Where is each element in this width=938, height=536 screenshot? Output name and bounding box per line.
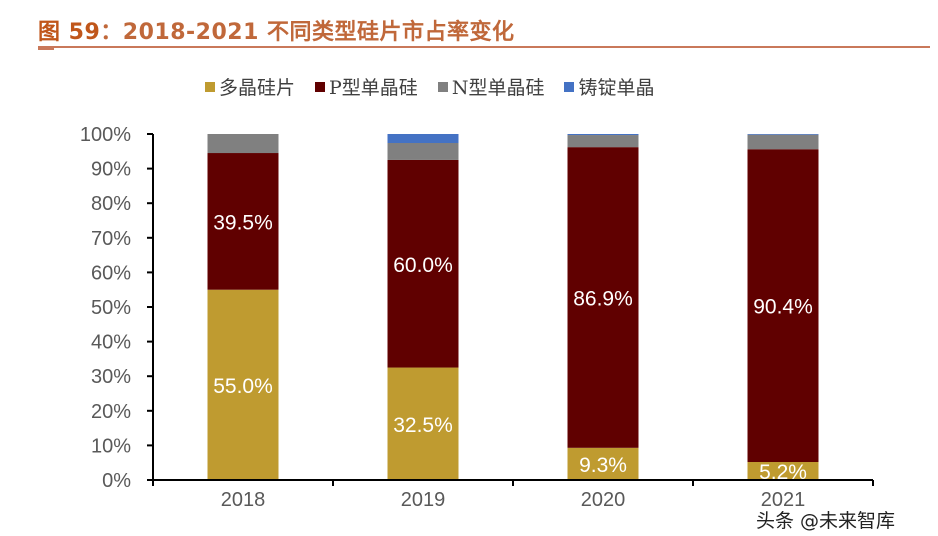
legend-swatch xyxy=(315,81,326,92)
data-label: 32.5% xyxy=(393,414,453,437)
bar-segment xyxy=(207,153,279,290)
legend-label: P型单晶硅 xyxy=(329,77,418,99)
y-tick-label: 40% xyxy=(91,332,131,354)
bar-segment xyxy=(387,367,459,480)
figure-title-text: ：2018-2021 不同类型硅片市占率变化 xyxy=(100,20,515,45)
legend-label: N型单晶硅 xyxy=(451,77,545,99)
data-label: 90.4% xyxy=(753,296,813,319)
data-label: 9.3% xyxy=(579,454,627,477)
x-tick-label: 2019 xyxy=(401,489,446,511)
y-tick-label: 20% xyxy=(91,401,131,423)
bar-segment xyxy=(387,134,459,143)
chart-legend: 多晶硅片 P型单晶硅 N型单晶硅 铸锭单晶 xyxy=(205,73,654,100)
y-tick-label: 10% xyxy=(91,435,131,457)
data-label: 86.9% xyxy=(573,287,633,310)
legend-item: P型单晶硅 xyxy=(315,73,418,100)
y-tick-label: 50% xyxy=(91,297,131,319)
data-label: 39.5% xyxy=(213,211,273,234)
legend-item: 多晶硅片 xyxy=(205,73,295,100)
bar-segment xyxy=(387,159,459,368)
data-label: 55.0% xyxy=(213,375,273,398)
y-tick-label: 100% xyxy=(80,124,131,146)
figure-number: 图 59 xyxy=(38,20,101,45)
x-tick-label: 2020 xyxy=(581,489,626,511)
bar-segment xyxy=(387,142,459,160)
bar-segment xyxy=(567,134,639,136)
data-label: 5.2% xyxy=(759,461,807,484)
legend-swatch xyxy=(205,81,215,92)
bar-segment xyxy=(747,149,819,463)
legend-label: 铸锭单晶 xyxy=(578,77,655,99)
y-tick-label: 0% xyxy=(102,470,131,492)
bar-segment xyxy=(747,134,819,135)
bar-segment xyxy=(567,147,639,448)
bar-segment xyxy=(207,134,279,154)
y-tick-label: 80% xyxy=(91,193,131,215)
x-tick-label: 2021 xyxy=(761,489,806,511)
watermark: 头条 @未来智库 xyxy=(756,510,896,532)
bar-segment xyxy=(207,289,279,480)
bar-segment xyxy=(747,462,819,480)
legend-item: N型单晶硅 xyxy=(437,73,545,100)
legend-label: 多晶硅片 xyxy=(219,77,296,99)
title-divider-accent xyxy=(38,47,54,50)
title-divider xyxy=(38,46,930,48)
x-tick-label: 2018 xyxy=(221,489,266,511)
y-tick-label: 90% xyxy=(91,159,131,181)
legend-swatch xyxy=(437,81,448,92)
bar-segment xyxy=(747,134,819,150)
y-tick-label: 30% xyxy=(91,366,131,388)
legend-swatch xyxy=(564,81,575,92)
bar-segment xyxy=(567,135,639,148)
bar-segment xyxy=(567,447,639,480)
legend-item: 铸锭单晶 xyxy=(564,73,654,100)
y-tick-label: 60% xyxy=(91,262,131,284)
y-tick-label: 70% xyxy=(91,228,131,250)
data-label: 60.0% xyxy=(393,254,453,277)
figure-title: 图 59：2018-2021 不同类型硅片市占率变化 xyxy=(38,14,515,46)
